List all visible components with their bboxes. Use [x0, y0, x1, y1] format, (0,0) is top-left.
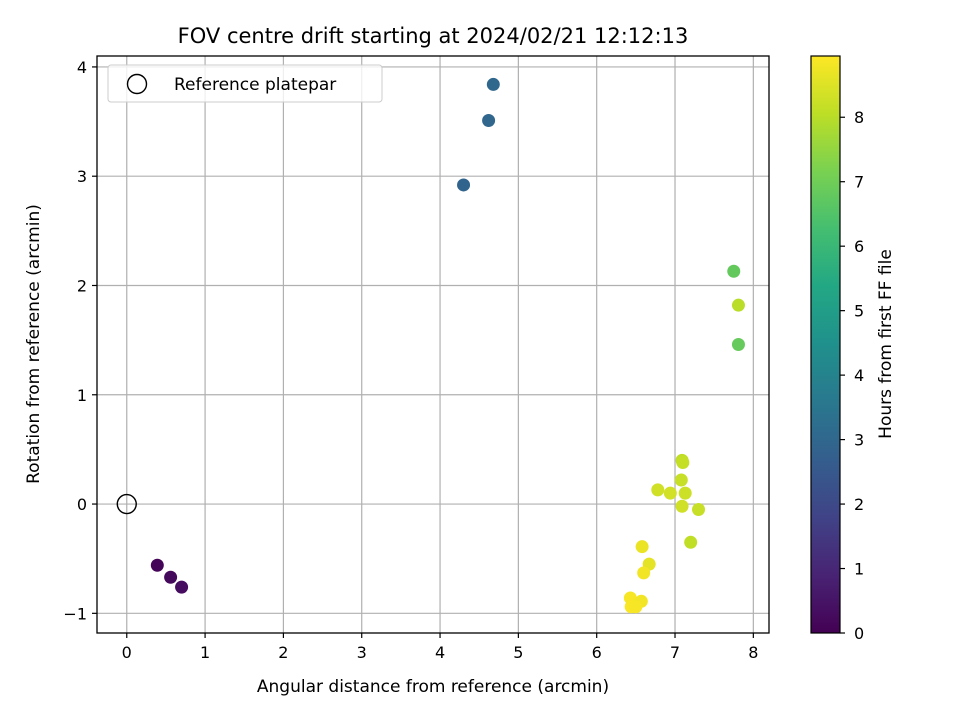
chart-title: FOV centre drift starting at 2024/02/21 …	[178, 24, 689, 48]
x-tick-label: 3	[357, 643, 367, 662]
colorbar-tick-label: 8	[854, 108, 864, 127]
x-axis-label: Angular distance from reference (arcmin)	[257, 677, 609, 697]
x-tick-label: 8	[748, 643, 758, 662]
x-axis-ticks: 0 1 2 3 4 5 6 7 8	[122, 633, 758, 662]
x-tick-label: 2	[278, 643, 288, 662]
colorbar-tick-label: 4	[854, 366, 864, 385]
colorbar-label: Hours from first FF file	[876, 249, 896, 439]
colorbar-tick-label: 7	[854, 173, 864, 192]
x-tick-label: 0	[122, 643, 132, 662]
data-point	[678, 486, 692, 500]
x-tick-label: 4	[435, 643, 445, 662]
y-tick-label: 0	[77, 495, 87, 514]
colorbar-tick-label: 6	[854, 237, 864, 256]
y-axis-ticks: −1 0 1 2 3 4	[63, 58, 97, 623]
data-point	[684, 535, 698, 549]
colorbar	[810, 55, 841, 634]
data-point	[731, 338, 745, 351]
legend-marker	[126, 73, 148, 95]
data-point	[164, 570, 178, 584]
x-tick-label: 6	[592, 643, 602, 662]
data-point	[175, 580, 189, 594]
legend-box	[107, 64, 383, 103]
reference-marker	[116, 493, 137, 515]
data-point	[486, 77, 500, 91]
colorbar-tick-label: 0	[854, 624, 864, 643]
data-point	[637, 566, 651, 580]
data-point	[663, 486, 677, 500]
y-tick-label: 2	[77, 276, 87, 295]
colorbar-tick-label: 1	[854, 560, 864, 579]
data-point	[727, 264, 741, 278]
y-tick-label: 3	[77, 167, 87, 186]
data-point	[676, 456, 690, 470]
data-point	[635, 540, 649, 554]
data-point	[482, 113, 496, 127]
data-point	[150, 558, 164, 572]
legend-label: Reference platepar	[174, 75, 336, 95]
data-points	[150, 77, 745, 614]
x-tick-label: 7	[670, 643, 680, 662]
y-tick-label: 1	[77, 386, 87, 405]
data-point	[651, 483, 665, 497]
data-point	[675, 499, 689, 513]
colorbar-tick-label: 2	[854, 495, 864, 514]
y-tick-label: 4	[77, 58, 87, 77]
data-point	[629, 600, 643, 614]
colorbar-tick-label: 5	[854, 302, 864, 321]
data-point	[692, 503, 706, 517]
y-tick-label: −1	[63, 604, 87, 623]
x-tick-label: 5	[513, 643, 523, 662]
y-axis-label: Rotation from reference (arcmin)	[24, 204, 44, 484]
x-tick-label: 1	[200, 643, 210, 662]
data-point	[457, 178, 471, 192]
data-point	[731, 298, 745, 312]
legend: Reference platepar	[107, 64, 383, 103]
grid	[97, 56, 769, 633]
data-point	[674, 473, 688, 487]
colorbar-tick-label: 3	[854, 431, 864, 450]
plot-frame	[96, 55, 770, 634]
colorbar-ticks: 0 1 2 3 4 5 6 7 8	[840, 108, 864, 643]
